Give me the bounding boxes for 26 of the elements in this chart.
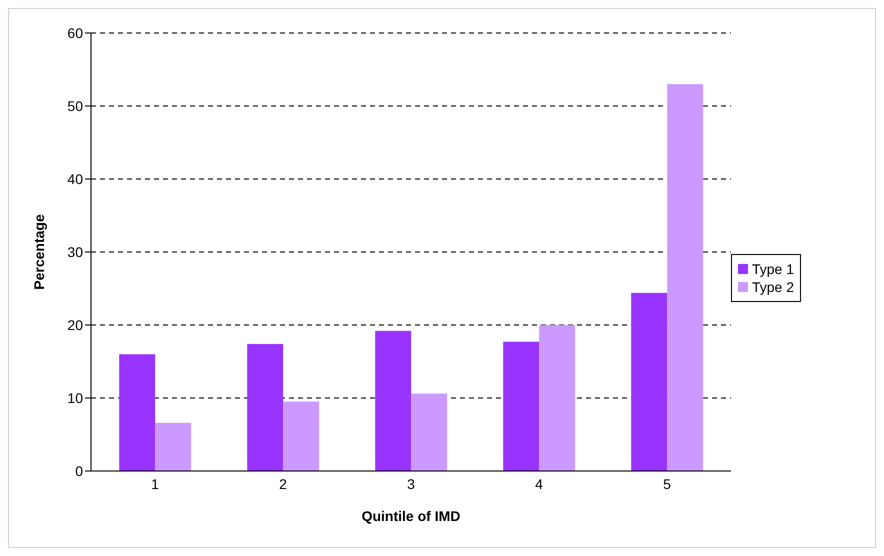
bar: [247, 344, 284, 471]
y-tick-label: 50: [67, 98, 84, 114]
y-tick-label: 40: [67, 170, 84, 187]
x-tick-label: 3: [407, 476, 416, 492]
bar: [667, 84, 704, 471]
bar: [539, 325, 576, 471]
x-tick-label: 1: [151, 476, 160, 492]
x-tick-label: 4: [535, 476, 544, 492]
bar: [631, 292, 668, 471]
y-tick-label: 60: [67, 24, 84, 41]
bar: [411, 394, 448, 471]
bar: [375, 330, 412, 471]
bar: [119, 354, 156, 471]
x-axis-title: Quintile of IMD: [362, 508, 460, 524]
bar: [155, 422, 192, 471]
y-tick-label: 30: [67, 244, 84, 260]
y-tick-label: 0: [75, 462, 84, 479]
y-tick-label: 20: [67, 316, 84, 333]
x-tick-label: 5: [663, 476, 672, 492]
legend-label: Type 1: [752, 261, 794, 277]
x-tick-label: 2: [279, 476, 288, 492]
bar: [503, 342, 540, 471]
bar: [283, 402, 320, 471]
legend-label: Type 2: [752, 279, 794, 295]
y-axis-title: Percentage: [30, 214, 47, 290]
y-tick-label: 10: [67, 390, 84, 406]
